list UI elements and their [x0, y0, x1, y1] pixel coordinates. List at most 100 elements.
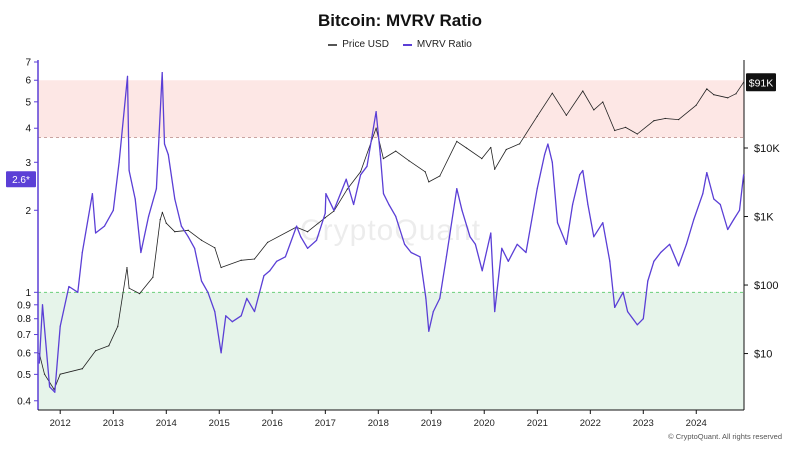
- legend-label-mvrv: MVRV Ratio: [416, 39, 472, 50]
- data-point-mvrv-ratio: [668, 243, 671, 245]
- legend-item-mvrv[interactable]: MVRV Ratio: [402, 39, 472, 50]
- data-point-mvrv-ratio: [525, 251, 527, 254]
- x-tick-label: 2018: [368, 418, 389, 429]
- data-point-mvrv-ratio: [253, 310, 256, 313]
- left-tick-label: 0.7: [17, 330, 31, 341]
- data-point-mvrv-ratio: [263, 275, 265, 277]
- data-point-price-usd: [152, 276, 154, 278]
- data-point-mvrv-ratio: [49, 386, 51, 388]
- data-point-mvrv-ratio: [41, 304, 44, 306]
- data-point-mvrv-ratio: [128, 169, 130, 172]
- data-point-mvrv-ratio: [572, 203, 574, 206]
- data-point-price-usd: [161, 211, 163, 213]
- data-point-price-usd: [128, 287, 130, 289]
- data-point-mvrv-ratio: [395, 215, 397, 217]
- data-point-price-usd: [624, 126, 627, 128]
- data-point-mvrv-ratio: [428, 330, 430, 332]
- data-point-price-usd: [664, 117, 666, 120]
- data-point-mvrv-ratio: [677, 265, 680, 267]
- current-mvrv-label: 2.6*: [12, 175, 30, 186]
- data-point-mvrv-ratio: [375, 111, 377, 113]
- data-point-mvrv-ratio: [296, 225, 298, 227]
- data-point-mvrv-ratio: [742, 174, 745, 176]
- data-point-mvrv-ratio: [582, 169, 584, 172]
- data-point-price-usd: [456, 140, 458, 142]
- copyright-text: © CryptoQuant. All rights reserved: [668, 432, 782, 441]
- left-tick-label: 0.8: [17, 314, 31, 325]
- data-point-mvrv-ratio: [187, 236, 189, 238]
- data-point-mvrv-ratio: [307, 247, 309, 249]
- data-point-mvrv-ratio: [163, 143, 166, 145]
- data-point-price-usd: [713, 94, 715, 96]
- data-point-price-usd: [117, 325, 119, 327]
- data-point-mvrv-ratio: [727, 228, 729, 231]
- data-point-price-usd: [267, 241, 269, 243]
- data-point-mvrv-ratio: [333, 209, 335, 211]
- data-point-price-usd: [519, 143, 521, 145]
- data-point-mvrv-ratio: [713, 198, 715, 200]
- legend-swatch-mvrv: [402, 43, 412, 46]
- data-point-mvrv-ratio: [353, 203, 355, 206]
- data-point-mvrv-ratio: [403, 243, 406, 245]
- left-tick-label: 3: [25, 158, 31, 169]
- legend-item-price[interactable]: Price USD: [328, 39, 389, 50]
- data-point-mvrv-ratio: [461, 209, 463, 211]
- data-point-mvrv-ratio: [126, 75, 129, 77]
- data-point-mvrv-ratio: [200, 280, 203, 282]
- data-point-price-usd: [653, 120, 655, 122]
- data-point-price-usd: [126, 266, 128, 269]
- data-point-price-usd: [174, 231, 176, 233]
- data-point-mvrv-ratio: [161, 72, 163, 74]
- current-mvrv-badge: [6, 171, 36, 188]
- data-point-mvrv-ratio: [536, 188, 538, 190]
- data-point-mvrv-ratio: [733, 218, 735, 221]
- left-tick-label: 0.5: [17, 370, 31, 381]
- legend-label-price: Price USD: [342, 39, 389, 50]
- data-point-price-usd: [505, 148, 507, 151]
- current-price-label: $91K: [749, 77, 774, 89]
- data-point-mvrv-ratio: [738, 209, 741, 211]
- data-point-mvrv-ratio: [653, 260, 655, 262]
- x-tick-label: 2013: [103, 418, 124, 429]
- data-point-mvrv-ratio: [642, 318, 644, 320]
- data-point-price-usd: [408, 160, 410, 162]
- x-tick-label: 2019: [421, 418, 442, 429]
- data-point-mvrv-ratio: [609, 260, 611, 262]
- data-point-mvrv-ratio: [706, 171, 708, 174]
- data-point-mvrv-ratio: [269, 270, 271, 272]
- data-point-mvrv-ratio: [325, 193, 327, 195]
- data-point-price-usd: [359, 171, 362, 173]
- data-point-price-usd: [81, 368, 83, 370]
- data-point-mvrv-ratio: [103, 225, 106, 227]
- data-point-mvrv-ratio: [112, 209, 114, 211]
- data-point-price-usd: [220, 266, 222, 269]
- data-point-price-usd: [465, 147, 468, 149]
- data-point-mvrv-ratio: [246, 297, 248, 299]
- data-point-price-usd: [187, 229, 189, 231]
- data-point-mvrv-ratio: [81, 251, 83, 254]
- data-point-mvrv-ratio: [180, 225, 182, 227]
- left-tick-label: 0.9: [17, 300, 31, 311]
- data-point-mvrv-ratio: [118, 161, 120, 163]
- chart-title: Bitcoin: MVRV Ratio: [317, 11, 483, 30]
- right-tick-label: $1K: [754, 212, 774, 224]
- data-point-mvrv-ratio: [490, 232, 492, 234]
- left-tick-label: 0.6: [17, 348, 31, 359]
- data-point-mvrv-ratio: [579, 174, 581, 176]
- data-point-mvrv-ratio: [382, 193, 385, 195]
- data-point-mvrv-ratio: [660, 251, 662, 254]
- data-point-price-usd: [253, 258, 256, 260]
- data-point-mvrv-ratio: [627, 310, 629, 313]
- data-point-mvrv-ratio: [647, 280, 649, 282]
- data-point-mvrv-ratio: [220, 352, 222, 354]
- data-point-price-usd: [490, 146, 492, 149]
- data-point-mvrv-ratio: [134, 198, 136, 200]
- data-point-price-usd: [593, 109, 595, 111]
- data-point-mvrv-ratio: [225, 315, 227, 317]
- data-point-mvrv-ratio: [516, 243, 518, 245]
- data-point-mvrv-ratio: [494, 310, 496, 313]
- data-point-price-usd: [138, 292, 141, 295]
- data-point-mvrv-ratio: [593, 236, 595, 238]
- x-tick-label: 2024: [686, 418, 707, 429]
- x-tick-label: 2014: [156, 418, 177, 429]
